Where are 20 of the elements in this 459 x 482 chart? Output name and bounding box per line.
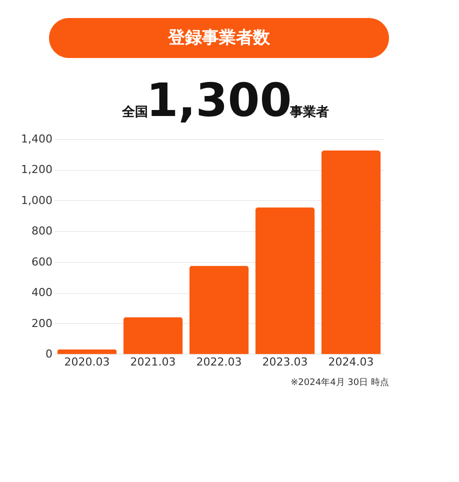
y-tick-label: 1,000 [21,194,52,207]
bar [123,317,183,354]
chart-title: 登録事業者数 [167,28,271,48]
y-tick-label: 200 [32,316,52,330]
bar [255,207,315,354]
x-tick-label: 2023.03 [262,356,308,368]
bar [321,150,381,354]
x-tick-label: 2020.03 [64,356,110,368]
y-tick-label: 0 [46,348,52,360]
x-tick-label: 2021.03 [130,356,176,368]
bar [57,349,117,354]
x-tick-label: 2022.03 [196,356,242,368]
bar [189,266,249,354]
y-tick-label: 600 [32,255,52,268]
y-tick-label: 1,200 [21,163,52,176]
text: ※2024年4月 30日 時点 [290,377,389,388]
y-tick-label: 400 [32,286,52,300]
x-tick-label: 2024.03 [328,356,374,368]
y-tick-label: 1,400 [21,132,52,146]
y-tick-label: 800 [32,224,52,238]
